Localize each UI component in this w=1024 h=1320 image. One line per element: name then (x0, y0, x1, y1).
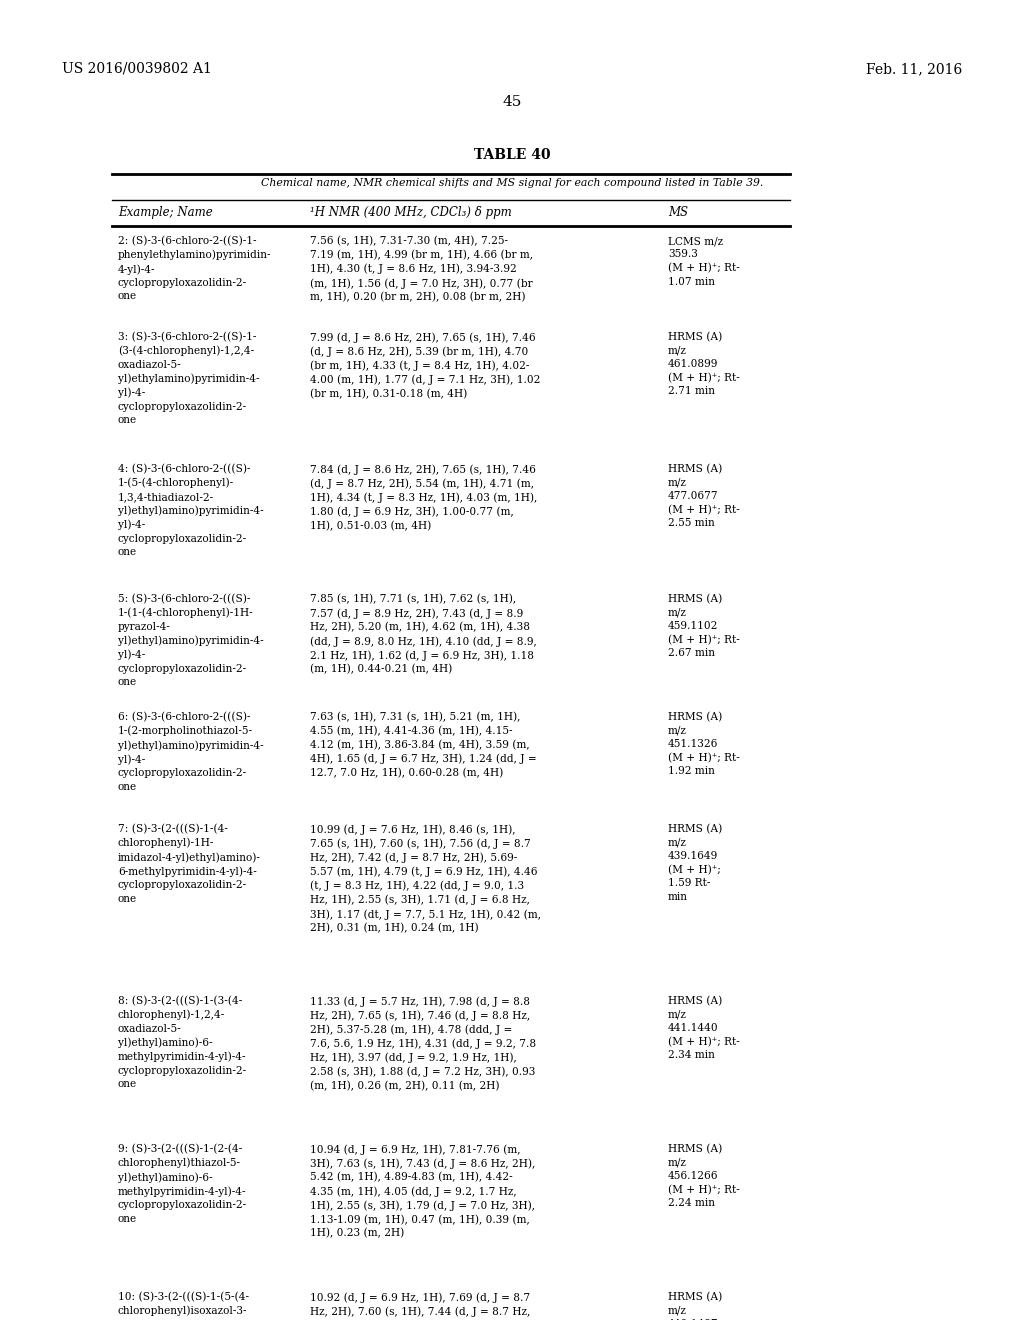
Text: ¹H NMR (400 MHz, CDCl₃) δ ppm: ¹H NMR (400 MHz, CDCl₃) δ ppm (310, 206, 512, 219)
Text: 45: 45 (503, 95, 521, 110)
Text: 5: (S)-3-(6-chloro-2-(((S)-
1-(1-(4-chlorophenyl)-1H-
pyrazol-4-
yl)ethyl)amino): 5: (S)-3-(6-chloro-2-(((S)- 1-(1-(4-chlo… (118, 594, 263, 686)
Text: 7.63 (s, 1H), 7.31 (s, 1H), 5.21 (m, 1H),
4.55 (m, 1H), 4.41-4.36 (m, 1H), 4.15-: 7.63 (s, 1H), 7.31 (s, 1H), 5.21 (m, 1H)… (310, 711, 537, 777)
Text: 10: (S)-3-(2-(((S)-1-(5-(4-
chlorophenyl)isoxazol-3-
yl)ethyl)amino)-6-
methylpy: 10: (S)-3-(2-(((S)-1-(5-(4- chlorophenyl… (118, 1292, 249, 1320)
Text: 10.92 (d, J = 6.9 Hz, 1H), 7.69 (d, J = 8.7
Hz, 2H), 7.60 (s, 1H), 7.44 (d, J = : 10.92 (d, J = 6.9 Hz, 1H), 7.69 (d, J = … (310, 1292, 541, 1320)
Text: HRMS (A)
m/z
459.1102
(M + H)⁺; Rt-
2.67 min: HRMS (A) m/z 459.1102 (M + H)⁺; Rt- 2.67… (668, 594, 739, 659)
Text: HRMS (A)
m/z
441.1440
(M + H)⁺; Rt-
2.34 min: HRMS (A) m/z 441.1440 (M + H)⁺; Rt- 2.34… (668, 997, 739, 1060)
Text: 7.85 (s, 1H), 7.71 (s, 1H), 7.62 (s, 1H),
7.57 (d, J = 8.9 Hz, 2H), 7.43 (d, J =: 7.85 (s, 1H), 7.71 (s, 1H), 7.62 (s, 1H)… (310, 594, 537, 675)
Text: HRMS (A)
m/z
461.0899
(M + H)⁺; Rt-
2.71 min: HRMS (A) m/z 461.0899 (M + H)⁺; Rt- 2.71… (668, 333, 739, 396)
Text: US 2016/0039802 A1: US 2016/0039802 A1 (62, 62, 212, 77)
Text: HRMS (A)
m/z
440.1487
(M + H)⁺; Rt-
2.12 min: HRMS (A) m/z 440.1487 (M + H)⁺; Rt- 2.12… (668, 1292, 739, 1320)
Text: MS: MS (668, 206, 688, 219)
Text: 11.33 (d, J = 5.7 Hz, 1H), 7.98 (d, J = 8.8
Hz, 2H), 7.65 (s, 1H), 7.46 (d, J = : 11.33 (d, J = 5.7 Hz, 1H), 7.98 (d, J = … (310, 997, 537, 1092)
Text: TABLE 40: TABLE 40 (474, 148, 550, 162)
Text: 2: (S)-3-(6-chloro-2-((S)-1-
phenylethylamino)pyrimidin-
4-yl)-4-
cyclopropyloxa: 2: (S)-3-(6-chloro-2-((S)-1- phenylethyl… (118, 236, 271, 301)
Text: 6: (S)-3-(6-chloro-2-(((S)-
1-(2-morpholinothiazol-5-
yl)ethyl)amino)pyrimidin-4: 6: (S)-3-(6-chloro-2-(((S)- 1-(2-morphol… (118, 711, 263, 792)
Text: 10.99 (d, J = 7.6 Hz, 1H), 8.46 (s, 1H),
7.65 (s, 1H), 7.60 (s, 1H), 7.56 (d, J : 10.99 (d, J = 7.6 Hz, 1H), 8.46 (s, 1H),… (310, 824, 541, 933)
Text: 8: (S)-3-(2-(((S)-1-(3-(4-
chlorophenyl)-1,2,4-
oxadiazol-5-
yl)ethyl)amino)-6-
: 8: (S)-3-(2-(((S)-1-(3-(4- chlorophenyl)… (118, 997, 247, 1089)
Text: HRMS (A)
m/z
477.0677
(M + H)⁺; Rt-
2.55 min: HRMS (A) m/z 477.0677 (M + H)⁺; Rt- 2.55… (668, 465, 739, 528)
Text: HRMS (A)
m/z
451.1326
(M + H)⁺; Rt-
1.92 min: HRMS (A) m/z 451.1326 (M + H)⁺; Rt- 1.92… (668, 711, 739, 776)
Text: 4: (S)-3-(6-chloro-2-(((S)-
1-(5-(4-chlorophenyl)-
1,3,4-thiadiazol-2-
yl)ethyl): 4: (S)-3-(6-chloro-2-(((S)- 1-(5-(4-chlo… (118, 465, 263, 557)
Text: 3: (S)-3-(6-chloro-2-((S)-1-
(3-(4-chlorophenyl)-1,2,4-
oxadiazol-5-
yl)ethylami: 3: (S)-3-(6-chloro-2-((S)-1- (3-(4-chlor… (118, 333, 259, 425)
Text: 9: (S)-3-(2-(((S)-1-(2-(4-
chlorophenyl)thiazol-5-
yl)ethyl)amino)-6-
methylpyri: 9: (S)-3-(2-(((S)-1-(2-(4- chlorophenyl)… (118, 1144, 247, 1224)
Text: HRMS (A)
m/z
456.1266
(M + H)⁺; Rt-
2.24 min: HRMS (A) m/z 456.1266 (M + H)⁺; Rt- 2.24… (668, 1144, 739, 1208)
Text: Chemical name, NMR chemical shifts and MS signal for each compound listed in Tab: Chemical name, NMR chemical shifts and M… (261, 178, 763, 187)
Text: 7.84 (d, J = 8.6 Hz, 2H), 7.65 (s, 1H), 7.46
(d, J = 8.7 Hz, 2H), 5.54 (m, 1H), : 7.84 (d, J = 8.6 Hz, 2H), 7.65 (s, 1H), … (310, 465, 538, 531)
Text: 7.99 (d, J = 8.6 Hz, 2H), 7.65 (s, 1H), 7.46
(d, J = 8.6 Hz, 2H), 5.39 (br m, 1H: 7.99 (d, J = 8.6 Hz, 2H), 7.65 (s, 1H), … (310, 333, 541, 399)
Text: LCMS m/z
359.3
(M + H)⁺; Rt-
1.07 min: LCMS m/z 359.3 (M + H)⁺; Rt- 1.07 min (668, 236, 739, 286)
Text: 10.94 (d, J = 6.9 Hz, 1H), 7.81-7.76 (m,
3H), 7.63 (s, 1H), 7.43 (d, J = 8.6 Hz,: 10.94 (d, J = 6.9 Hz, 1H), 7.81-7.76 (m,… (310, 1144, 536, 1238)
Text: HRMS (A)
m/z
439.1649
(M + H)⁺;
1.59 Rt-
min: HRMS (A) m/z 439.1649 (M + H)⁺; 1.59 Rt-… (668, 824, 722, 902)
Text: 7: (S)-3-(2-(((S)-1-(4-
chlorophenyl)-1H-
imidazol-4-yl)ethyl)amino)-
6-methylpy: 7: (S)-3-(2-(((S)-1-(4- chlorophenyl)-1H… (118, 824, 261, 903)
Text: 7.56 (s, 1H), 7.31-7.30 (m, 4H), 7.25-
7.19 (m, 1H), 4.99 (br m, 1H), 4.66 (br m: 7.56 (s, 1H), 7.31-7.30 (m, 4H), 7.25- 7… (310, 236, 534, 302)
Text: Example; Name: Example; Name (118, 206, 213, 219)
Text: Feb. 11, 2016: Feb. 11, 2016 (865, 62, 962, 77)
